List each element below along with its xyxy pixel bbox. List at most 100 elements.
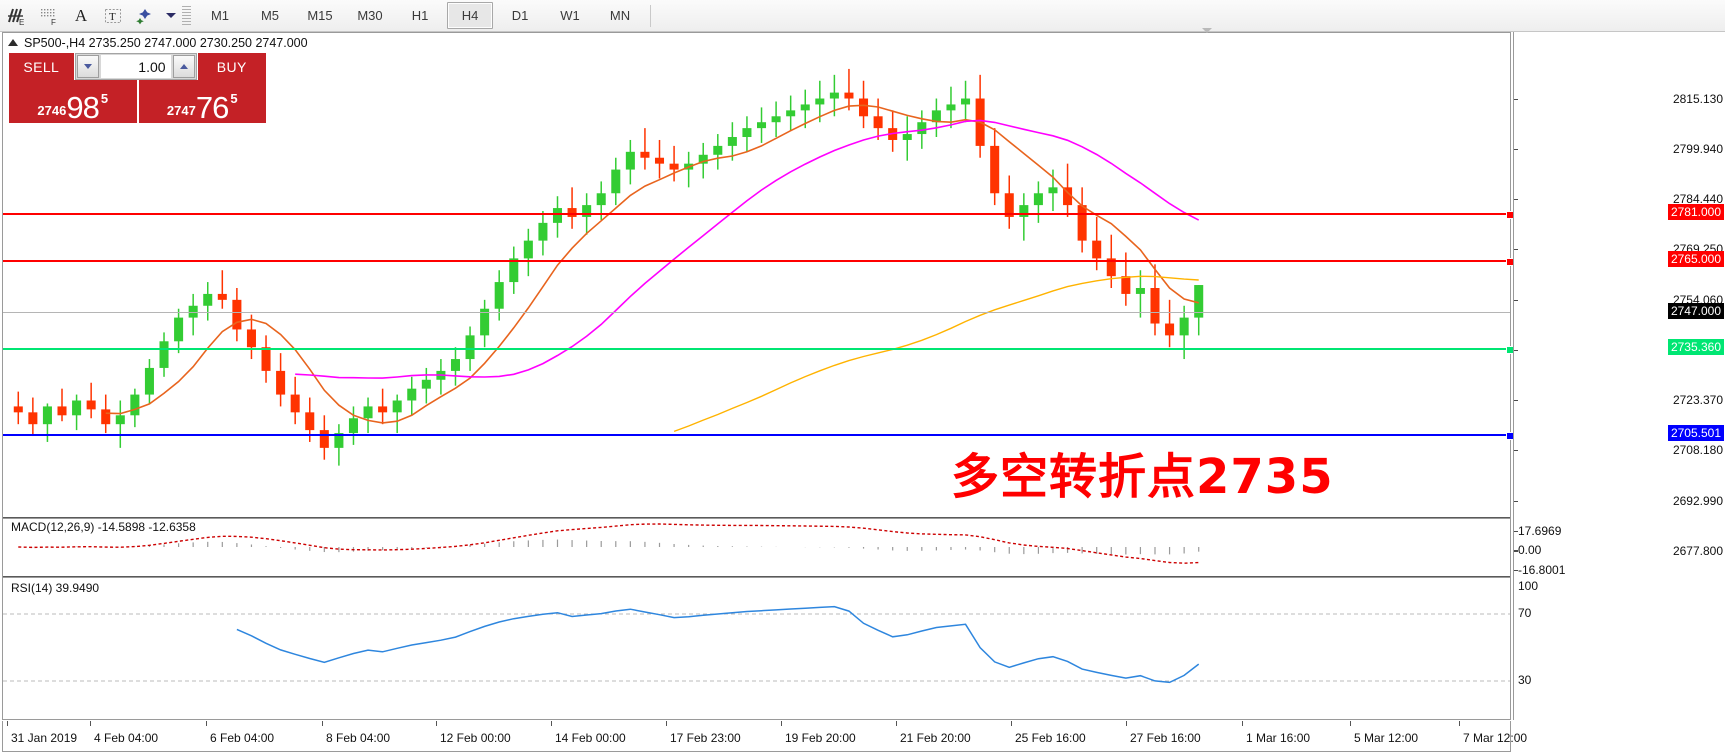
resistance-2781-badge[interactable]: 2781.000 bbox=[1667, 204, 1724, 220]
candle-body bbox=[57, 406, 67, 416]
candle-body bbox=[800, 104, 810, 111]
text-label-icon[interactable]: T bbox=[98, 3, 128, 29]
sell-button[interactable]: SELL bbox=[9, 53, 74, 80]
chart-annotation-text: 多空转折点2735 bbox=[951, 449, 1334, 505]
svg-text:F: F bbox=[51, 18, 56, 27]
timeframe-m30[interactable]: M30 bbox=[357, 8, 383, 23]
price-pane[interactable] bbox=[3, 33, 1512, 721]
candle-body bbox=[101, 409, 111, 425]
oct-controls-row: SELL 1.00 BUY bbox=[9, 53, 266, 80]
resistance-2765-badge[interactable]: 2765.000 bbox=[1667, 251, 1724, 267]
macd-pane[interactable] bbox=[3, 520, 1510, 575]
timeframe-h4[interactable]: H4 bbox=[447, 2, 493, 29]
macd-indicator-label: MACD(12,26,9) -14.5898 -12.6358 bbox=[11, 520, 196, 534]
timeframe-mn[interactable]: MN bbox=[609, 8, 631, 23]
candle-body bbox=[654, 157, 665, 164]
time-axis-tick bbox=[7, 721, 8, 726]
level-line-2781[interactable] bbox=[3, 211, 1514, 219]
time-axis-label: 1 Mar 16:00 bbox=[1246, 731, 1311, 745]
sell-price-main: 98 bbox=[66, 90, 99, 123]
candle-body bbox=[1106, 258, 1116, 277]
volume-input[interactable]: 1.00 bbox=[100, 55, 171, 78]
text-tool-icon[interactable]: A bbox=[74, 5, 88, 25]
candle-body bbox=[334, 433, 344, 448]
price-tick-label: 2692.990 bbox=[1672, 494, 1723, 508]
time-scale[interactable]: 31 Jan 2019 4 Feb 04:00 6 Feb 04:00 8 Feb 0… bbox=[2, 721, 1527, 752]
sell-price-quote[interactable]: 2746 98 5 bbox=[9, 80, 139, 123]
time-axis-tick bbox=[1459, 721, 1460, 726]
timeframe-w1[interactable]: W1 bbox=[560, 8, 580, 23]
rsi-scale-label: 70 bbox=[1518, 606, 1532, 620]
timeframe-m5[interactable]: M5 bbox=[260, 8, 280, 23]
objects-icon[interactable] bbox=[130, 3, 160, 29]
chart-header-text: SP500-,H4 2735.250 2747.000 2730.250 274… bbox=[24, 35, 308, 50]
candle-body bbox=[392, 400, 402, 413]
toolbar-grip[interactable] bbox=[182, 5, 191, 26]
candle-body bbox=[1092, 240, 1102, 259]
time-axis-tick bbox=[206, 721, 207, 726]
toolbar-dropdown-icon[interactable] bbox=[162, 3, 180, 29]
level-line-2735[interactable] bbox=[3, 346, 1514, 354]
buy-price-main: 76 bbox=[195, 90, 229, 123]
candle-body bbox=[1004, 193, 1014, 217]
price-tick-label: 2784.440 bbox=[1672, 192, 1723, 206]
volume-increase-button[interactable] bbox=[172, 55, 195, 78]
candlestick-series bbox=[13, 68, 1204, 466]
candle-body bbox=[902, 134, 912, 140]
timeframe-d1[interactable]: D1 bbox=[511, 8, 529, 23]
oct-quotes-row: 2746 98 5 2747 76 5 bbox=[9, 80, 266, 123]
rsi-scale-label: 30 bbox=[1518, 673, 1532, 687]
support-2735-badge[interactable]: 2735.360 bbox=[1667, 339, 1724, 355]
candle-body bbox=[757, 122, 767, 129]
candle-body bbox=[115, 415, 125, 425]
chart-collapse-chevron-icon[interactable] bbox=[1202, 28, 1212, 33]
candle-body bbox=[421, 379, 431, 389]
level-line-2705[interactable] bbox=[3, 432, 1514, 440]
candle-body bbox=[961, 98, 971, 105]
chart-symbol-header: SP500-,H4 2735.250 2747.000 2730.250 274… bbox=[3, 33, 308, 52]
timeframe-m15[interactable]: M15 bbox=[307, 8, 333, 23]
rsi-pane-separator bbox=[3, 576, 1510, 578]
candle-body bbox=[917, 122, 927, 135]
time-axis-tick bbox=[551, 721, 552, 726]
timeframe-m1[interactable]: M1 bbox=[210, 8, 230, 23]
time-axis-label: 12 Feb 00:00 bbox=[440, 731, 511, 745]
time-axis-label: 19 Feb 20:00 bbox=[785, 731, 856, 745]
candle-body bbox=[946, 104, 956, 111]
ma-long-line bbox=[673, 275, 1199, 433]
candle-body bbox=[552, 208, 563, 223]
rsi-pane[interactable] bbox=[3, 581, 1510, 713]
price-tick-label: 2815.130 bbox=[1672, 92, 1723, 106]
candle-body bbox=[582, 205, 592, 217]
candle-body bbox=[144, 367, 154, 395]
candle-body bbox=[159, 341, 169, 368]
candle-body bbox=[844, 92, 854, 99]
price-tick bbox=[1514, 450, 1518, 451]
candle-body bbox=[1165, 323, 1175, 336]
price-scale[interactable]: 2815.130 2799.940 2784.440 2769.250 2754.060… bbox=[1513, 32, 1725, 752]
volume-stepper[interactable]: 1.00 bbox=[74, 53, 197, 80]
time-axis-tick bbox=[1126, 721, 1127, 726]
volume-decrease-button[interactable] bbox=[76, 55, 99, 78]
support-2705-badge[interactable]: 2705.501 bbox=[1667, 425, 1724, 441]
candle-body bbox=[1077, 205, 1087, 241]
candle-body bbox=[261, 347, 271, 371]
time-axis-label: 31 Jan 2019 bbox=[11, 731, 78, 745]
buy-button[interactable]: BUY bbox=[197, 53, 266, 80]
chart-window[interactable]: SP500-,H4 2735.250 2747.000 2730.250 274… bbox=[2, 32, 1514, 721]
one-click-trading-panel[interactable]: SELL 1.00 BUY 2746 98 5 2747 76 5 bbox=[9, 53, 266, 123]
svg-text:T: T bbox=[109, 11, 116, 23]
candle-body bbox=[1179, 317, 1189, 336]
timeframe-h1[interactable]: H1 bbox=[411, 8, 429, 23]
buy-price-quote[interactable]: 2747 76 5 bbox=[138, 80, 266, 123]
last-price-badge[interactable]: 2747.000 bbox=[1667, 303, 1724, 319]
svg-text:E: E bbox=[19, 18, 24, 27]
indicators-icon[interactable]: E bbox=[2, 3, 32, 29]
candle-body bbox=[611, 169, 621, 194]
candle-body bbox=[217, 293, 227, 300]
candle-body bbox=[305, 412, 315, 431]
level-line-2765[interactable] bbox=[3, 258, 1514, 266]
candle-body bbox=[276, 370, 286, 395]
time-axis-label: 17 Feb 23:00 bbox=[670, 731, 741, 745]
grid-icon[interactable]: F bbox=[34, 3, 64, 29]
